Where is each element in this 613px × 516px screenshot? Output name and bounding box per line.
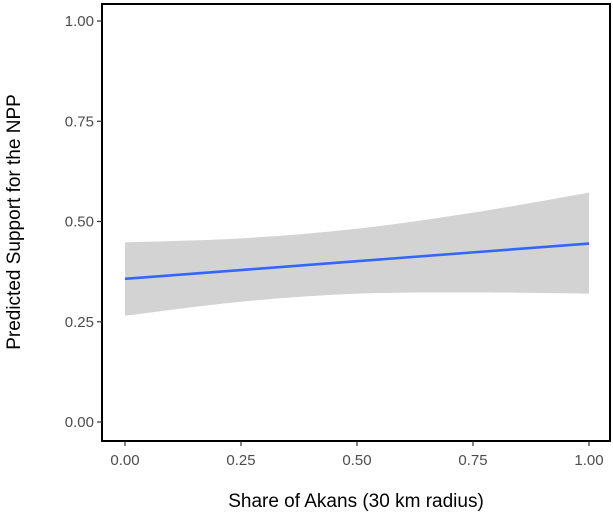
- x-tick-label-0: 0.00: [110, 452, 139, 469]
- x-tick-label-1: 0.25: [226, 452, 255, 469]
- y-axis-ticks: 0.00 0.25 0.50 0.75 1.00: [65, 13, 102, 431]
- confidence-band-layer: [125, 192, 589, 316]
- y-tick-label-0: 0.00: [65, 414, 94, 431]
- y-tick-label-4: 1.00: [65, 13, 94, 30]
- y-tick-label-3: 0.75: [65, 113, 94, 130]
- x-tick-label-2: 0.50: [342, 452, 371, 469]
- y-tick-label-2: 0.50: [65, 214, 94, 231]
- y-tick-label-1: 0.25: [65, 314, 94, 331]
- y-axis-title: Predicted Support for the NPP: [4, 94, 25, 350]
- confidence-band-0: [125, 192, 589, 316]
- x-tick-label-3: 0.75: [458, 452, 487, 469]
- x-axis-ticks: 0.00 0.25 0.50 0.75 1.00: [110, 441, 604, 469]
- fit-line-layer: [124, 242, 590, 281]
- x-tick-label-4: 1.00: [574, 452, 603, 469]
- x-axis-title: Share of Akans (30 km radius): [228, 491, 484, 512]
- fit-line-0: [124, 242, 590, 281]
- plot-border: [101, 3, 611, 442]
